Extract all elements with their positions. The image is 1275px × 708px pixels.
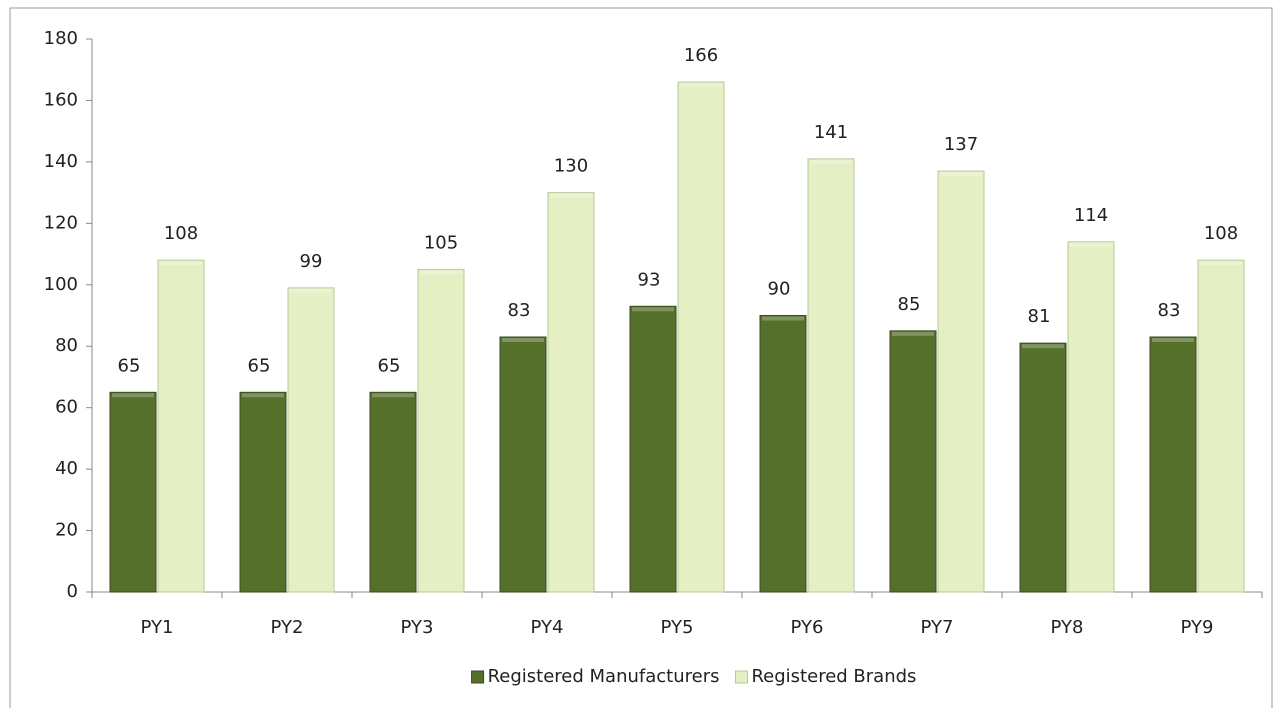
bar-highlight	[1200, 261, 1242, 266]
bar	[369, 391, 417, 593]
bar-highlight	[372, 393, 414, 398]
x-tick-label: PY7	[921, 617, 954, 638]
x-tick-label: PY9	[1181, 617, 1214, 638]
bar	[759, 315, 807, 593]
bar-highlight	[112, 393, 154, 398]
x-tick-label: PY2	[271, 617, 304, 638]
bar-highlight	[1152, 338, 1194, 343]
bar-highlight	[680, 83, 722, 88]
bar	[677, 81, 725, 593]
bar	[109, 391, 157, 593]
data-label: 105	[424, 232, 458, 253]
x-tick-label: PY3	[401, 617, 434, 638]
y-tick-label: 60	[55, 397, 78, 418]
data-label: 65	[248, 355, 271, 376]
data-label: 90	[768, 279, 791, 300]
x-tick-label: PY5	[661, 617, 694, 638]
legend-swatch	[471, 670, 485, 684]
bar	[807, 158, 855, 593]
data-label: 108	[1204, 223, 1238, 244]
legend-label: Registered Brands	[751, 666, 916, 687]
data-label: 65	[118, 355, 141, 376]
bar-highlight	[502, 338, 544, 343]
bar-highlight	[762, 316, 804, 321]
data-label: 166	[684, 45, 718, 66]
bar	[889, 330, 937, 593]
bar-highlight	[242, 393, 284, 398]
y-tick-label: 40	[55, 458, 78, 479]
y-tick-label: 80	[55, 335, 78, 356]
data-label: 65	[378, 355, 401, 376]
bar	[629, 305, 677, 593]
bar	[499, 336, 547, 593]
bar	[1067, 241, 1115, 593]
data-label: 114	[1074, 205, 1108, 226]
bar	[287, 287, 335, 593]
bar-highlight	[810, 159, 852, 164]
bar-highlight	[632, 307, 674, 312]
x-tick-label: PY8	[1051, 617, 1084, 638]
bar	[417, 268, 465, 593]
y-tick-label: 120	[44, 212, 78, 233]
bar	[1149, 336, 1197, 593]
bar-highlight	[550, 193, 592, 198]
bar	[239, 391, 287, 593]
x-tick-label: PY6	[791, 617, 824, 638]
bar-highlight	[1070, 242, 1112, 247]
bar	[157, 259, 205, 593]
x-tick-label: PY4	[531, 617, 564, 638]
data-label: 83	[1158, 300, 1181, 321]
data-label: 99	[300, 251, 323, 272]
data-label: 93	[638, 269, 661, 290]
data-label: 83	[508, 300, 531, 321]
y-tick-label: 140	[44, 151, 78, 172]
bar-highlight	[160, 261, 202, 266]
data-label: 141	[814, 122, 848, 143]
bar	[1019, 342, 1067, 593]
y-tick-label: 180	[44, 28, 78, 49]
data-label: 108	[164, 223, 198, 244]
bar-highlight	[892, 331, 934, 336]
data-label: 137	[944, 134, 978, 155]
bar-highlight	[420, 270, 462, 275]
bar	[937, 170, 985, 593]
legend-swatch	[734, 670, 748, 684]
bar-highlight	[940, 172, 982, 177]
y-tick-label: 160	[44, 89, 78, 110]
bar	[547, 192, 595, 593]
chart-border	[9, 7, 1273, 708]
y-tick-label: 100	[44, 274, 78, 295]
y-tick-label: 20	[55, 520, 78, 541]
legend-label: Registered Manufacturers	[488, 666, 720, 687]
data-label: 85	[898, 294, 921, 315]
bar	[1197, 259, 1245, 593]
bar-highlight	[1022, 344, 1064, 349]
data-label: 81	[1028, 306, 1051, 327]
y-tick-label: 0	[67, 581, 78, 602]
bar-highlight	[290, 288, 332, 293]
data-label: 130	[554, 156, 588, 177]
x-tick-label: PY1	[141, 617, 174, 638]
